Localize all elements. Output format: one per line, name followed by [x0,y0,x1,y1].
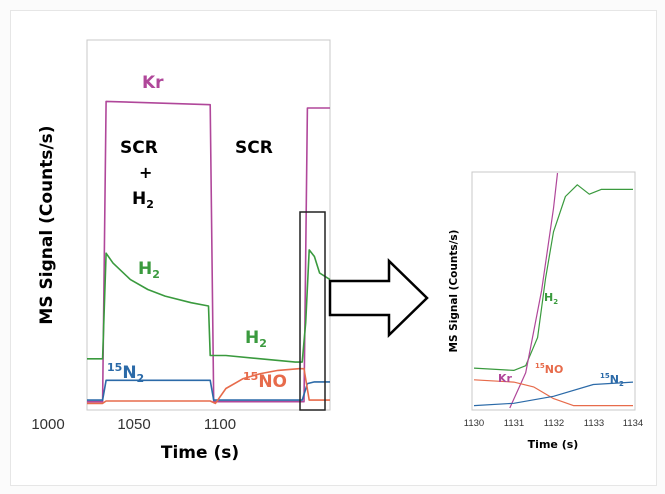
inset-x-tick-1133: 1133 [584,418,604,429]
main-plot-area [86,39,331,411]
main-chart: Kr SCR + H2 SCR H2 H2 15N2 15NO 1000 105… [31,39,331,463]
inset-y-axis-label: MS Signal (Counts/s) [448,230,460,353]
inset-series-h2-line [473,184,633,371]
inset-no-label: 15NO [535,362,563,376]
inset-kr-label: Kr [498,372,513,385]
inset-x-tick-1132: 1132 [544,418,564,429]
inset-series-n2-line [473,381,634,407]
h2-label-upper: H2 [138,259,160,281]
x-tick-1100: 1100 [204,416,236,433]
inset-series-no-line [473,379,633,407]
x-tick-1050: 1050 [117,416,150,433]
n2-label: 15N2 [107,361,144,385]
x-tick-1000: 1000 [31,416,64,433]
y-axis-label: MS Signal (Counts/s) [37,125,57,324]
region-label-scr-h2-line1: SCR [120,138,158,158]
inset-x-tick-1130: 1130 [464,418,484,429]
region-label-scr: SCR [235,138,273,158]
main-series-no-line [87,367,330,405]
zoom-arrow [328,258,429,338]
inset-n2-label: 15N2 [600,372,624,388]
inset-x-tick-1131: 1131 [504,418,524,429]
region-label-scr-h2-line3: H2 [132,189,154,211]
h2-label-lower: H2 [245,328,267,350]
region-label-scr-h2-plus: + [139,163,152,182]
zoom-box [299,211,326,411]
main-series-n2-line [87,379,330,401]
kr-label: Kr [142,73,164,93]
x-axis-label: Time (s) [161,443,239,463]
inset-chart: H2 Kr 15NO 15N2 1130 1131 1132 1133 1134… [448,171,643,451]
no-label: 15NO [243,370,287,392]
inset-x-axis-label: Time (s) [528,438,579,451]
main-series-h2-line [87,249,331,363]
inset-x-tick-1134: 1134 [623,418,643,429]
inset-series-kr-line [509,172,559,409]
inset-h2-label: H2 [544,291,558,306]
